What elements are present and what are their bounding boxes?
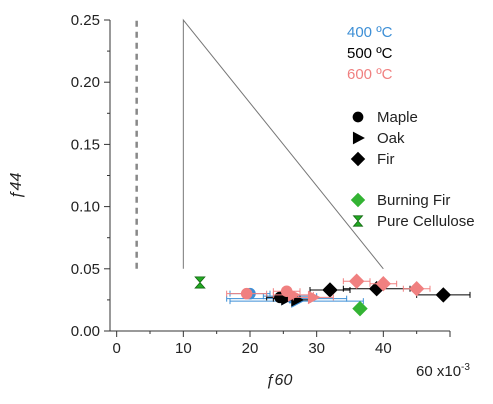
data-point: [369, 276, 398, 292]
legend-marker: [350, 151, 366, 167]
y-tick-label: 0.10: [71, 199, 100, 216]
data-marker: [435, 287, 452, 303]
data-marker: [352, 300, 368, 317]
y-tick-label: 0.15: [71, 136, 100, 153]
data-point: [342, 273, 371, 289]
axes: [109, 20, 450, 332]
legend: 400 ºC 500 ºC 600 ºC Maple Oak Fir Burning Fir…: [347, 24, 475, 230]
data-point: [226, 287, 268, 300]
x-axis-multiplier: 60 x10-3: [416, 362, 470, 380]
x-axis-multiplier-exp: -3: [461, 362, 470, 373]
data-point: [194, 276, 206, 289]
data-marker: [408, 280, 425, 297]
legend-marker: [350, 192, 366, 208]
ticks: 0.00 0.05 0.10 0.15 0.20 0.25 0 10 20 30 40: [71, 12, 451, 357]
legend-species-label: Oak: [377, 130, 405, 147]
data-point: [292, 290, 334, 305]
legend-source-label: Pure Cellulose: [377, 213, 475, 230]
legend-marker: [352, 215, 364, 227]
data-point: [402, 280, 431, 297]
y-tick-label: 0.25: [71, 12, 100, 29]
y-tick-label: 0.05: [71, 261, 100, 278]
x-tick-label: 20: [242, 340, 259, 357]
data-points: [194, 273, 471, 317]
x-tick-label: 30: [308, 340, 325, 357]
x-axis-label: ƒ60: [266, 372, 293, 389]
data-marker: [322, 282, 338, 298]
data-marker: [307, 290, 321, 305]
legend-marker: [352, 111, 364, 123]
legend-marker: [352, 131, 365, 145]
x-tick-label: 10: [175, 340, 192, 357]
legend-source-label: Burning Fir: [377, 192, 450, 209]
y-tick-label: 0.00: [71, 323, 100, 340]
data-marker: [375, 276, 392, 292]
legend-temperature-label: 500 ºC: [347, 45, 393, 62]
data-marker: [240, 287, 253, 300]
reference-lines: [135, 18, 384, 270]
y-tick-label: 0.20: [71, 74, 100, 91]
data-marker: [194, 276, 206, 289]
legend-species-label: Maple: [377, 109, 418, 126]
data-marker: [348, 273, 365, 289]
x-tick-label: 0: [112, 340, 120, 357]
data-point: [309, 282, 351, 298]
y-axis-label: ƒ44: [8, 173, 25, 200]
triangle-reference-line: [182, 18, 384, 270]
data-point: [352, 300, 368, 317]
legend-temperature-label: 600 ºC: [347, 66, 393, 83]
x-tick-label: 40: [375, 340, 392, 357]
x-axis-multiplier-base: 60 x10: [416, 363, 461, 380]
legend-species-label: Fir: [377, 151, 395, 168]
legend-temperature-label: 400 ºC: [347, 24, 393, 41]
data-point: [416, 287, 471, 303]
